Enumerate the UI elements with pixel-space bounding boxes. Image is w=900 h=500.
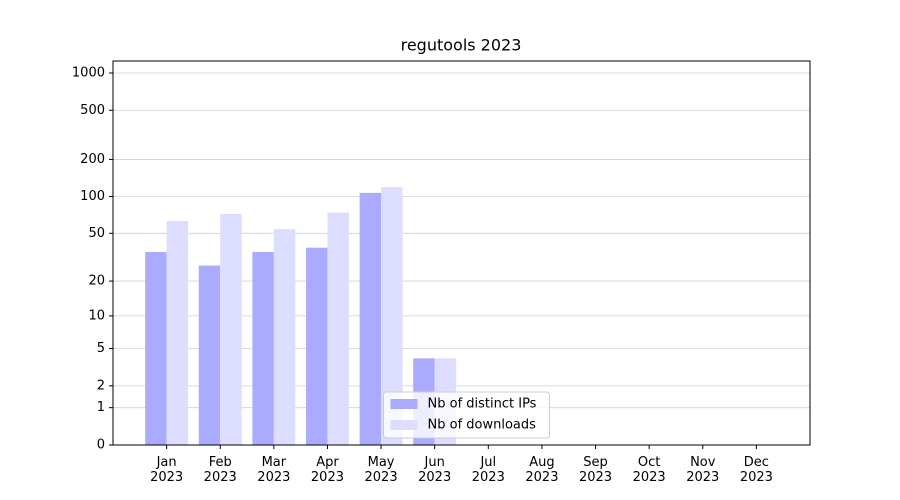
legend-swatch <box>390 399 418 409</box>
bar <box>252 252 274 445</box>
bar <box>306 247 328 445</box>
y-tick-label: 5 <box>97 341 105 356</box>
x-tick-label: Apr 2023 <box>311 455 344 485</box>
legend-label: Nb of downloads <box>428 418 537 433</box>
y-tick-label: 0 <box>97 438 105 453</box>
x-tick-label: Oct 2023 <box>633 455 666 485</box>
y-tick-label: 10 <box>88 308 105 323</box>
x-tick-label: Nov 2023 <box>686 455 719 485</box>
x-tick-label: May 2023 <box>365 455 398 485</box>
bar <box>145 252 167 445</box>
x-tick-label: Jul 2023 <box>472 455 505 485</box>
legend-box <box>383 391 550 439</box>
plot-frame <box>112 60 811 446</box>
chart-title: regutools 2023 <box>401 36 522 55</box>
y-tick-label: 200 <box>80 152 105 167</box>
y-tick-label: 50 <box>88 226 105 241</box>
bar <box>220 213 242 445</box>
x-tick-label: Sep 2023 <box>579 455 612 485</box>
bar <box>381 187 403 445</box>
bar <box>273 229 296 445</box>
bar <box>327 212 349 445</box>
x-tick-label: Feb 2023 <box>204 455 237 485</box>
bar <box>166 221 189 445</box>
y-tick-label: 500 <box>80 103 105 118</box>
x-tick-label: Aug 2023 <box>525 455 558 485</box>
x-tick-label: Jan 2023 <box>150 455 183 485</box>
x-tick-label: Dec 2023 <box>740 455 773 485</box>
y-tick-label: 2 <box>97 378 105 393</box>
x-tick-label: Mar 2023 <box>257 455 290 485</box>
legend-label: Nb of distinct IPs <box>428 397 537 412</box>
bar <box>359 192 382 445</box>
x-tick-label: Jun 2023 <box>418 455 451 485</box>
y-tick-label: 20 <box>88 274 105 289</box>
y-tick-label: 1 <box>97 400 105 415</box>
legend-swatch <box>390 420 418 430</box>
y-tick-label: 100 <box>80 189 105 204</box>
y-tick-label: 1000 <box>72 66 105 81</box>
bar <box>198 265 221 445</box>
